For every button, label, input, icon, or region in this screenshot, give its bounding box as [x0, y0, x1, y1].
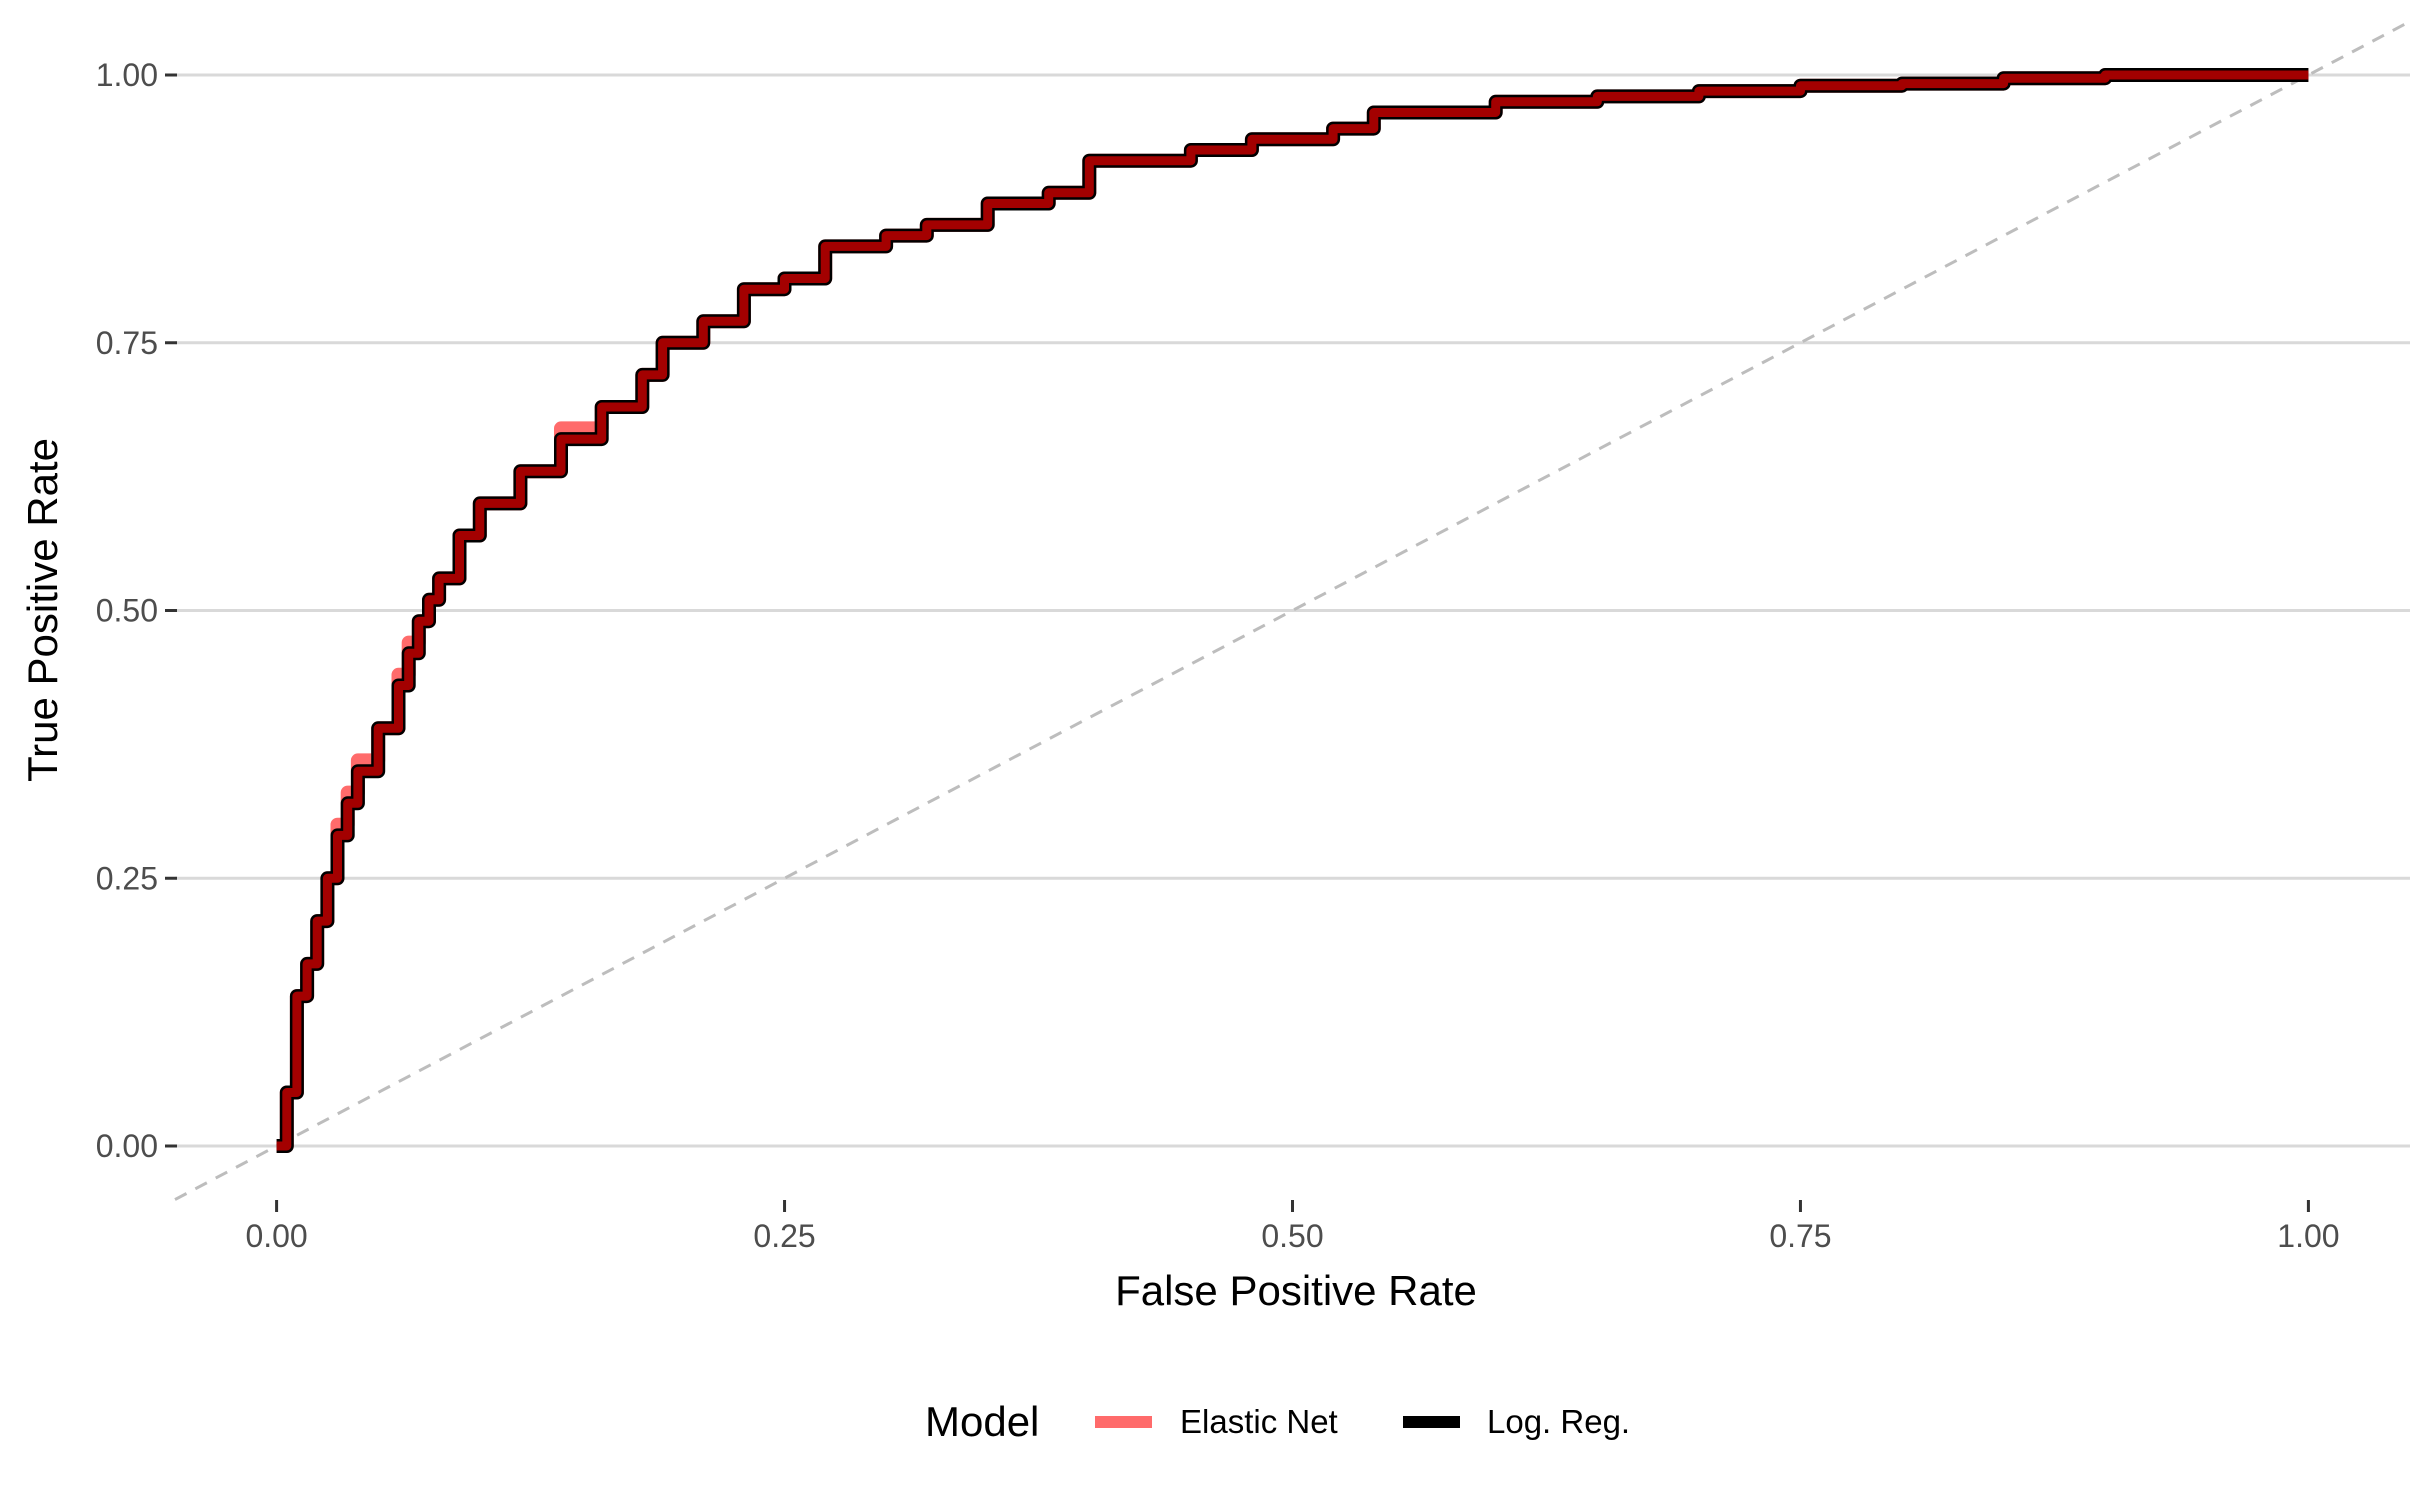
x-tick-label: 0.50 [1261, 1218, 1323, 1254]
x-tick-label: 0.25 [753, 1218, 815, 1254]
x-tick-label: 1.00 [2277, 1218, 2339, 1254]
legend-label-elastic-net: Elastic Net [1180, 1403, 1338, 1440]
y-tick-label: 1.00 [96, 57, 158, 93]
y-axis-ticks: 0.00 0.25 0.50 0.75 1.00 [96, 57, 177, 1164]
y-tick-label: 0.00 [96, 1128, 158, 1164]
legend: Model Elastic Net Log. Reg. [925, 1398, 1630, 1445]
y-tick-label: 0.50 [96, 593, 158, 629]
y-tick-label: 0.25 [96, 860, 158, 896]
x-tick-label: 0.75 [1769, 1218, 1831, 1254]
x-tick-label: 0.00 [245, 1218, 307, 1254]
reference-diagonal-line [174, 20, 2411, 1201]
x-axis-title: False Positive Rate [1115, 1267, 1477, 1314]
legend-label-log-reg: Log. Reg. [1487, 1403, 1630, 1440]
legend-title: Model [925, 1398, 1039, 1445]
series-lines [276, 68, 2309, 1153]
y-axis-title: True Positive Rate [19, 438, 66, 782]
series-overlap-line [276, 70, 2309, 1151]
x-axis-ticks: 0.00 0.25 0.50 0.75 1.00 [245, 1200, 2340, 1254]
y-tick-label: 0.75 [96, 325, 158, 361]
gridlines [175, 73, 2410, 1148]
